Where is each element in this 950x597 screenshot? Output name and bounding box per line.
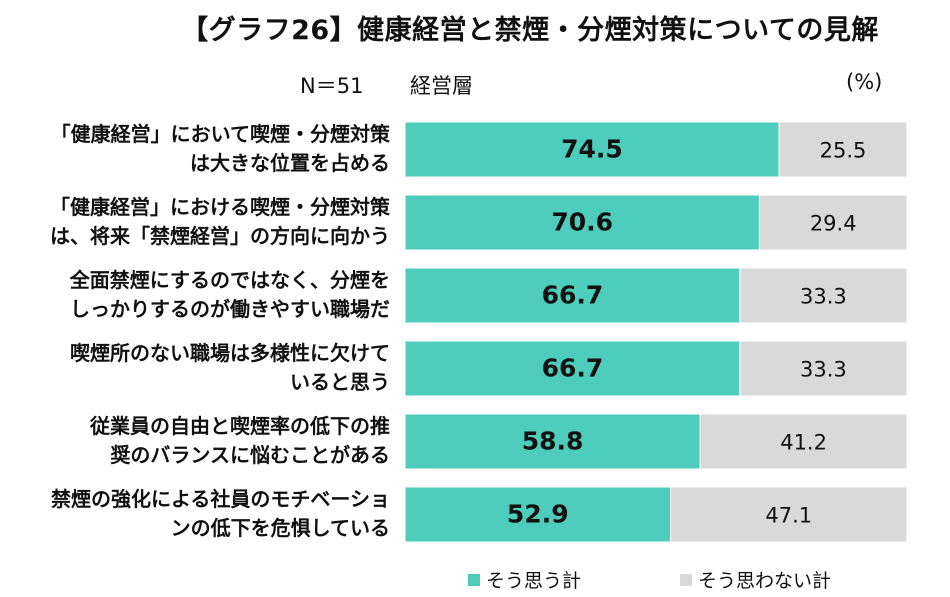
bar-disagree	[739, 340, 908, 397]
category-label-line: は、将来「禁煙経営」の方向に向かう	[50, 224, 390, 248]
legend-agree: そう思う計	[468, 566, 581, 593]
bar-agree	[404, 340, 741, 397]
data-label-disagree: 33.3	[800, 358, 847, 382]
legend-disagree-label: そう思わない計	[698, 570, 832, 592]
data-label-agree: 74.5	[561, 135, 623, 164]
data-label-disagree: 33.3	[800, 285, 847, 309]
bar-disagree	[778, 121, 908, 178]
sample-size: N＝51	[300, 74, 364, 98]
category-label-line: ンの低下を危惧している	[170, 516, 390, 540]
category-label: 禁煙の強化による社員のモチベーションの低下を危惧している	[20, 485, 390, 543]
bar-agree	[404, 121, 780, 178]
category-label: 全面禁煙にするのではなく、分煙を しっかりするのが働きやすい職場だ	[20, 266, 390, 324]
category-label-line: いると思う	[290, 370, 390, 394]
data-label-disagree: 47.1	[765, 504, 812, 528]
data-label-disagree: 41.2	[780, 431, 827, 455]
category-label-line: は大きな位置を占める	[190, 151, 390, 175]
category-label-line: しっかりするのが働きやすい職場だ	[70, 297, 390, 321]
legend-disagree-swatch	[680, 573, 692, 586]
data-label-agree: 66.7	[542, 354, 604, 383]
legend-disagree: そう思わない計	[680, 566, 831, 593]
bar-disagree	[670, 486, 908, 543]
bar-disagree	[739, 267, 908, 324]
legend-agree-swatch	[468, 573, 480, 586]
category-label-line: 喫煙所のない職場は多様性に欠けて	[70, 341, 390, 365]
bar-disagree	[758, 194, 908, 251]
category-label: 従業員の自由と喫煙率の低下の推奨のバランスに悩むことがある	[20, 412, 390, 470]
data-label-agree: 58.8	[522, 427, 584, 456]
data-label-agree: 70.6	[551, 208, 613, 237]
category-label: 「健康経営」における喫煙・分煙対策 は、将来「禁煙経営」の方向に向かう	[20, 193, 390, 251]
data-label-disagree: 25.5	[820, 139, 867, 163]
legend-agree-label: そう思う計	[486, 570, 582, 592]
chart-title: 【グラフ26】健康経営と禁煙・分煙対策についての見解	[181, 15, 879, 46]
bar-agree	[404, 267, 741, 324]
data-label-agree: 66.7	[542, 281, 604, 310]
category-label-line: 「健康経営」において喫煙・分煙対策	[50, 122, 390, 146]
data-label-agree: 52.9	[507, 500, 569, 529]
category-label-line: 「健康経営」における喫煙・分煙対策	[50, 195, 390, 219]
unit-label: (%)	[846, 70, 883, 94]
category-label: 「健康経営」において喫煙・分煙対策は大きな位置を占める	[20, 120, 390, 178]
category-label: 喫煙所のない職場は多様性に欠けていると思う	[20, 339, 390, 397]
category-label-line: 奨のバランスに悩むことがある	[110, 443, 390, 467]
category-label-line: 禁煙の強化による社員のモチベーショ	[51, 487, 390, 511]
bar-disagree	[699, 413, 908, 470]
category-label-line: 全面禁煙にするのではなく、分煙を	[69, 268, 390, 292]
data-label-disagree: 29.4	[810, 212, 857, 236]
bar-agree	[404, 413, 701, 470]
segment-label: 経営層	[410, 74, 473, 98]
category-label-line: 従業員の自由と喫煙率の低下の推	[90, 414, 390, 438]
